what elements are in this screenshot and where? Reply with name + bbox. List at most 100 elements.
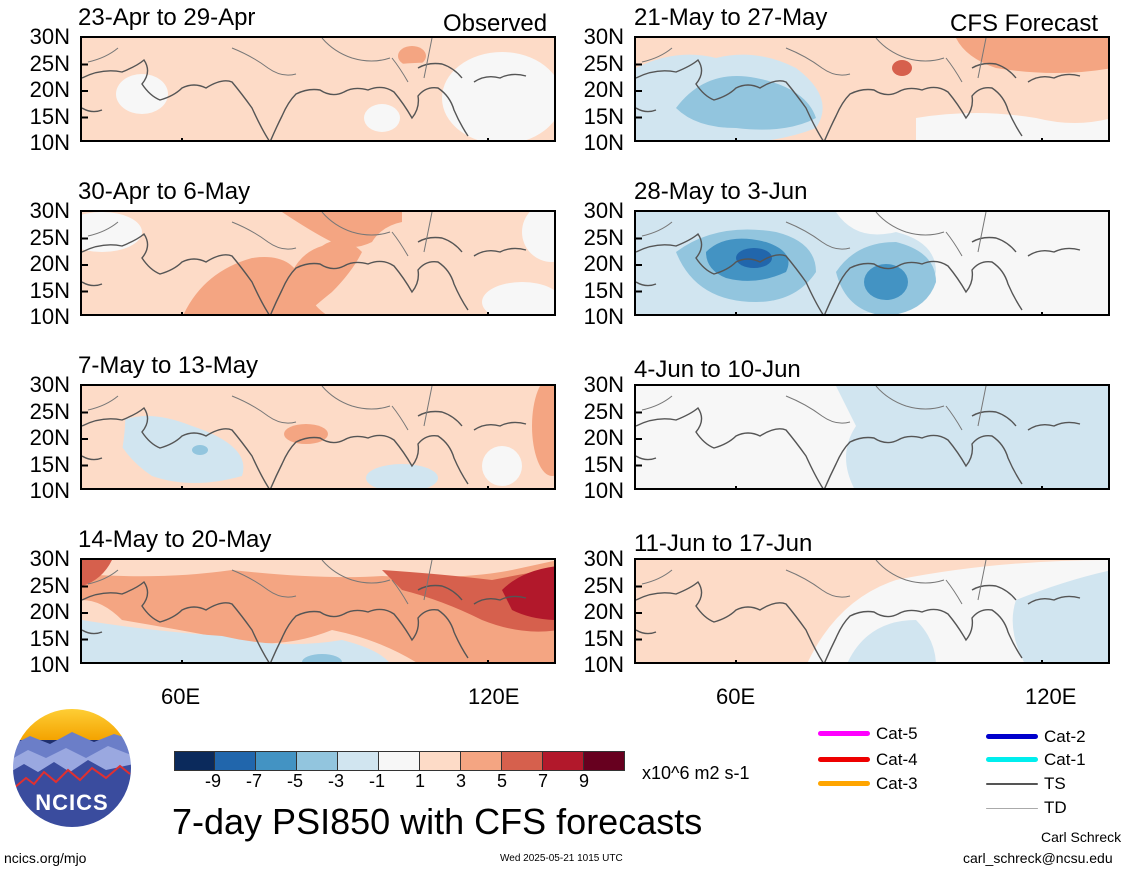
colorbar-swatch (543, 751, 584, 771)
lat-label: 10N (29, 304, 70, 329)
coastline (636, 58, 1081, 140)
legend-label: Cat-4 (876, 750, 918, 769)
anomaly-contour (282, 240, 362, 314)
lat-label: 30N (29, 24, 70, 49)
colorbar-swatch (338, 751, 379, 771)
country-border (87, 212, 433, 257)
legend-label: Cat-1 (1044, 750, 1086, 769)
map-panel (80, 210, 556, 316)
lat-label: 15N (29, 103, 70, 129)
legend-label: TD (1044, 798, 1067, 817)
lat-label: 15N (29, 277, 70, 303)
lat-label: 10N (583, 130, 624, 155)
anomaly-contour (116, 74, 168, 114)
anomaly-contour (282, 212, 402, 247)
panel-title: 11-Jun to 17-Jun (634, 530, 813, 557)
lon-label: 60E (161, 684, 201, 709)
map-panel (634, 558, 1110, 664)
lat-label: 20N (29, 425, 70, 450)
lat-label: 20N (29, 77, 70, 102)
legend-line (986, 783, 1038, 785)
colorbar-swatch (584, 751, 625, 771)
legend-line (986, 757, 1038, 762)
lat-label: 10N (583, 304, 624, 329)
colorbar-swatch (502, 751, 543, 771)
legend-line (818, 781, 870, 786)
anomaly-contour (82, 386, 126, 488)
anomaly-contour (284, 424, 328, 444)
map-panel (80, 384, 556, 490)
anomaly-contour (82, 212, 142, 252)
lat-label: 10N (29, 652, 70, 677)
legend-line (818, 757, 870, 762)
colorbar-label: 1 (415, 771, 426, 791)
anomaly-contour (522, 212, 554, 262)
lat-label: 25N (29, 50, 70, 76)
lat-label: 25N (583, 224, 624, 250)
coastline (636, 232, 1081, 314)
anomaly-contour (482, 446, 522, 486)
anomaly-contour (736, 248, 772, 268)
anomaly-contour (836, 386, 1108, 488)
anomaly-contour (82, 620, 389, 662)
panel-title: 7-May to 13-May (78, 352, 259, 379)
legend-line (986, 734, 1038, 739)
colorbar-swatch (256, 751, 297, 771)
anomaly-contour (482, 282, 554, 314)
country-border (641, 38, 987, 83)
panel-title: 4-Jun to 10-Jun (634, 356, 801, 383)
map-panel (634, 36, 1110, 142)
footer-timestamp: Wed 2025-05-21 1015 UTC (500, 853, 623, 864)
anomaly-contour (82, 560, 112, 586)
colorbar-label: -1 (369, 771, 386, 791)
colorbar-label: 7 (538, 771, 549, 791)
anomaly-contour (192, 445, 208, 455)
anomaly-contour (362, 386, 482, 416)
coastline (82, 580, 527, 662)
coastline (82, 232, 527, 314)
lat-label: 25N (583, 50, 624, 76)
anomaly-contour (82, 61, 554, 140)
lat-label: 20N (583, 425, 624, 450)
colorbar-swatch (215, 751, 256, 771)
country-border (641, 212, 987, 257)
anomaly-contour (916, 113, 1108, 140)
anomaly-contour (502, 566, 554, 620)
lat-label: 25N (29, 398, 70, 424)
footer-author: Carl Schreck (1041, 829, 1122, 845)
colorbar-label: 9 (579, 771, 590, 791)
panel-title: 23-Apr to 29-Apr (78, 4, 256, 31)
country-border (641, 386, 987, 431)
lat-label: 10N (29, 130, 70, 155)
lat-label: 30N (583, 546, 624, 571)
anomaly-contour (442, 52, 554, 140)
panel-title: 28-May to 3-Jun (634, 178, 808, 205)
lat-label: 10N (583, 478, 624, 503)
map-panel (634, 210, 1110, 316)
lat-label: 25N (583, 398, 624, 424)
lon-label: 120E (1025, 684, 1077, 709)
lat-label: 25N (29, 572, 70, 598)
lat-label: 15N (29, 451, 70, 477)
legend-label: Cat-5 (876, 724, 918, 743)
colorbar-label: -9 (205, 771, 222, 791)
map-panel (634, 384, 1110, 490)
forecast-header: CFS Forecast (950, 10, 1099, 37)
panel-title: 30-Apr to 6-May (78, 178, 251, 205)
map-panel (80, 558, 556, 664)
lat-label: 15N (583, 625, 624, 651)
legend-label: TS (1044, 774, 1066, 793)
coastline (636, 580, 1081, 662)
anomaly-contour (364, 104, 400, 132)
lat-label: 20N (29, 599, 70, 624)
lat-label: 30N (583, 372, 624, 397)
logo-text: NCICS (35, 790, 109, 815)
lat-label: 25N (29, 224, 70, 250)
lat-label: 30N (29, 546, 70, 571)
colorbar-swatch (174, 751, 215, 771)
lat-label: 20N (583, 251, 624, 276)
anomaly-contour (892, 60, 912, 76)
anomaly-contour (302, 654, 342, 662)
lat-label: 15N (583, 277, 624, 303)
colorbar-swatch (461, 751, 502, 771)
